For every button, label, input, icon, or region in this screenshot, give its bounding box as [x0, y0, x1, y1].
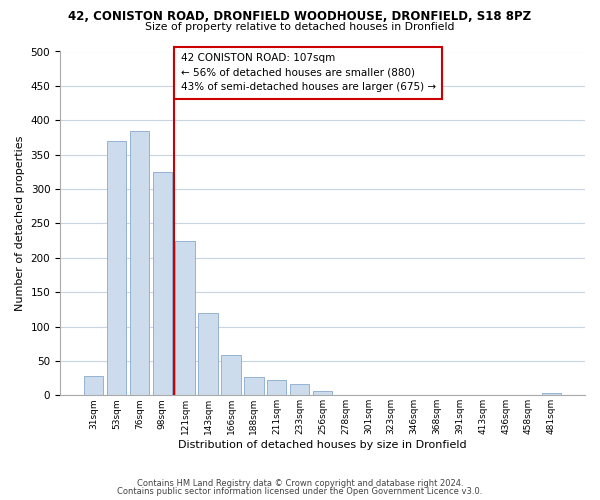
- Bar: [107, 141, 126, 396]
- Bar: [244, 376, 263, 396]
- Bar: [335, 394, 355, 396]
- Bar: [130, 130, 149, 396]
- Bar: [199, 313, 218, 396]
- X-axis label: Distribution of detached houses by size in Dronfield: Distribution of detached houses by size …: [178, 440, 467, 450]
- Y-axis label: Number of detached properties: Number of detached properties: [15, 136, 25, 311]
- Bar: [84, 376, 103, 396]
- Bar: [542, 393, 561, 396]
- Text: Size of property relative to detached houses in Dronfield: Size of property relative to detached ho…: [145, 22, 455, 32]
- Bar: [152, 172, 172, 396]
- Bar: [313, 391, 332, 396]
- Bar: [175, 240, 195, 396]
- Text: 42, CONISTON ROAD, DRONFIELD WOODHOUSE, DRONFIELD, S18 8PZ: 42, CONISTON ROAD, DRONFIELD WOODHOUSE, …: [68, 10, 532, 23]
- Text: 42 CONISTON ROAD: 107sqm
← 56% of detached houses are smaller (880)
43% of semi-: 42 CONISTON ROAD: 107sqm ← 56% of detach…: [181, 53, 436, 92]
- Bar: [290, 384, 310, 396]
- Bar: [221, 356, 241, 396]
- Text: Contains public sector information licensed under the Open Government Licence v3: Contains public sector information licen…: [118, 487, 482, 496]
- Text: Contains HM Land Registry data © Crown copyright and database right 2024.: Contains HM Land Registry data © Crown c…: [137, 478, 463, 488]
- Bar: [267, 380, 286, 396]
